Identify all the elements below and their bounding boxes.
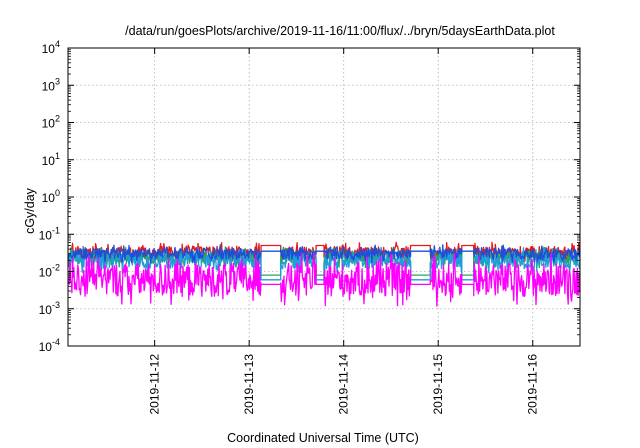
x-tick-label: 2019-11-12	[148, 354, 162, 415]
series-lines	[67, 241, 581, 307]
x-tick-label: 2019-11-15	[431, 354, 445, 415]
grid	[68, 48, 580, 346]
y-tick-label: 103	[42, 76, 60, 93]
y-tick-label: 100	[42, 188, 60, 205]
chart-title: /data/run/goesPlots/archive/2019-11-16/1…	[125, 24, 555, 38]
y-tick-label: 101	[42, 151, 60, 168]
y-axis-ticks: 10-4 10-3 10-2 10-1 100 101 102 103 104	[39, 39, 580, 354]
x-tick-label: 2019-11-14	[337, 354, 351, 415]
x-tick-label: 2019-11-13	[242, 354, 256, 415]
y-tick-label: 102	[42, 114, 60, 131]
series-line	[67, 244, 581, 264]
x-axis-ticks: 2019-11-12 2019-11-13 2019-11-14 2019-11-15…	[148, 48, 540, 415]
y-tick-label: 10-2	[39, 263, 60, 280]
x-axis-title: Coordinated Universal Time (UTC)	[227, 431, 419, 445]
y-tick-label: 10-4	[39, 337, 60, 354]
y-tick-label: 10-1	[39, 225, 60, 242]
y-tick-label: 104	[42, 39, 60, 56]
y-tick-label: 10-3	[39, 300, 60, 317]
series-line	[67, 252, 581, 307]
x-tick-label: 2019-11-16	[526, 354, 540, 415]
y-axis-title: cGy/day	[23, 187, 37, 234]
